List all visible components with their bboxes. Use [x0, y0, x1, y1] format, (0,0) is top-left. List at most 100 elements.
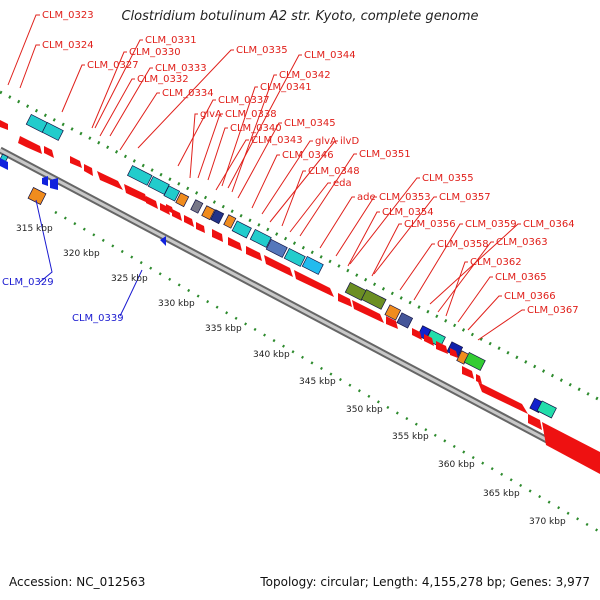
feature-box	[231, 220, 252, 239]
gene-label: CLM_0363	[496, 237, 548, 248]
feature-box	[27, 187, 47, 205]
gene-label: CLM_0351	[359, 149, 411, 160]
gene-label: CLM_0358	[437, 239, 489, 250]
cds-arrow	[542, 422, 600, 474]
gene-label: ilvD	[340, 136, 359, 147]
backbone	[0, 146, 600, 472]
map-title: Clostridium botulinum A2 str. Kyoto, com…	[121, 9, 479, 24]
kbp-label: 350 kbp	[346, 405, 383, 415]
cds-arrow	[212, 229, 223, 242]
kbp-labels: 315 kbp 320 kbp 325 kbp 330 kbp 335 kbp …	[16, 224, 566, 527]
gene-label: CLM_0337	[218, 95, 270, 106]
feature-box	[127, 165, 153, 186]
reverse-cds	[0, 158, 166, 246]
cds-arrow	[436, 341, 448, 354]
gene-label: ade	[357, 192, 376, 203]
cds-arrow	[196, 222, 205, 233]
feature-box	[175, 192, 190, 208]
cds-arrow	[412, 328, 422, 340]
cds-arrow	[18, 136, 42, 154]
feature-box	[536, 400, 557, 419]
feature-box	[361, 289, 387, 310]
cds-arrow	[294, 270, 334, 297]
cds-arrow	[228, 237, 242, 251]
feature-box	[249, 228, 272, 248]
feature-box	[190, 199, 204, 214]
genome-summary-text: Topology: circular; Length: 4,155,278 bp…	[260, 575, 590, 589]
kbp-label: 365 kbp	[483, 489, 520, 499]
cds-arrow	[160, 236, 166, 246]
gene-label: CLM_0330	[129, 47, 181, 58]
cds-arrow	[42, 176, 48, 186]
gene-label: CLM_0356	[404, 219, 456, 230]
feature-boxes	[0, 113, 557, 419]
gene-label: CLM_0364	[523, 219, 575, 230]
reverse-leaders	[35, 199, 143, 317]
gene-label: CLM_0353	[379, 192, 431, 203]
kbp-label: 340 kbp	[253, 350, 290, 360]
cds-arrow	[450, 348, 458, 358]
cds-arrow	[424, 334, 434, 346]
gene-label: CLM_0342	[279, 70, 331, 81]
cds-arrow	[476, 374, 482, 384]
gene-label: CLM_0357	[439, 192, 491, 203]
gene-label: CLM_0331	[145, 35, 197, 46]
feature-box	[223, 214, 237, 229]
gene-label: glvA	[315, 136, 337, 147]
kbp-label: 335 kbp	[205, 324, 242, 334]
cds-arrow	[478, 382, 528, 414]
forward-cds	[0, 120, 600, 474]
gene-label: CLM_0362	[470, 257, 522, 268]
kbp-label: 360 kbp	[438, 460, 475, 470]
cds-arrow	[124, 184, 148, 203]
cds-arrow	[462, 366, 474, 379]
feature-box	[210, 209, 225, 225]
kbp-label: 370 kbp	[529, 517, 566, 527]
feature-box	[163, 185, 181, 202]
gene-label: CLM_0354	[382, 207, 434, 218]
feature-box	[265, 238, 288, 258]
gene-label: glvA	[200, 109, 222, 120]
gene-label: CLM_0343	[251, 135, 303, 146]
gene-label: CLM_0367	[527, 305, 579, 316]
cds-arrow	[160, 203, 170, 215]
cds-arrow	[352, 300, 384, 323]
gene-label: CLM_0366	[504, 291, 556, 302]
feature-box	[463, 351, 486, 371]
gene-label: CLM_0333	[155, 63, 207, 74]
gene-label: CLM_0346	[282, 150, 334, 161]
cds-arrow	[338, 293, 352, 307]
gene-label: CLM_0348	[308, 166, 360, 177]
gene-label: CLM_0365	[495, 272, 547, 283]
cds-arrow	[264, 255, 293, 277]
feature-box	[396, 312, 414, 329]
cds-arrow	[172, 209, 182, 221]
gene-label: eda	[333, 178, 352, 189]
cds-arrow	[84, 164, 93, 176]
kbp-label: 315 kbp	[16, 224, 53, 234]
cds-arrow	[70, 156, 82, 168]
feature-box	[41, 121, 64, 141]
gene-label: CLM_0335	[236, 45, 288, 56]
gene-label: CLM_0334	[162, 88, 214, 99]
cds-arrow	[246, 246, 262, 261]
feature-box	[301, 255, 324, 275]
gene-label: CLM_0339	[72, 313, 124, 324]
feature-box	[201, 205, 216, 221]
gene-label: CLM_0329	[2, 277, 54, 288]
forward-gene-labels: CLM_0323 CLM_0324 CLM_0327 CLM_0331 CLM_…	[42, 10, 579, 316]
cds-arrow	[50, 178, 58, 190]
gene-label: CLM_0324	[42, 40, 94, 51]
cds-arrow	[0, 158, 8, 170]
cds-arrow	[146, 196, 158, 209]
feature-box	[283, 247, 306, 267]
kbp-label: 345 kbp	[299, 377, 336, 387]
kbp-label: 355 kbp	[392, 432, 429, 442]
reverse-gene-labels: CLM_0329 CLM_0339	[2, 277, 124, 324]
gene-label: CLM_0323	[42, 10, 94, 21]
cds-arrow	[97, 171, 123, 190]
cds-arrow	[166, 204, 174, 214]
cds-arrow	[0, 120, 8, 130]
cds-arrow	[184, 215, 194, 227]
